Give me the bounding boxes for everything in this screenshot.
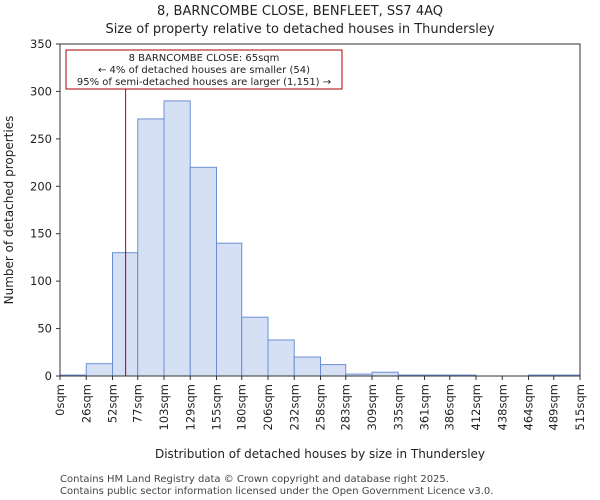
annotation-box: 8 BARNCOMBE CLOSE: 65sqm ← 4% of detache… [65, 49, 343, 90]
x-tick-label-232: 232sqm [287, 384, 301, 430]
y-tick-label-150: 150 [30, 227, 52, 241]
chart-title-line1: 8, BARNCOMBE CLOSE, BENFLEET, SS7 4AQ [157, 4, 443, 19]
bar-309sqm [371, 371, 399, 377]
x-tick-label-386: 386sqm [443, 384, 457, 430]
x-tick-label-155: 155sqm [210, 384, 224, 430]
x-tick-label-515: 515sqm [573, 384, 587, 430]
x-tick-labels: 0sqm 26sqm 52sqm 77sqm 103sqm 129sqm 155sqm 180… [53, 384, 587, 430]
bar-206sqm [267, 339, 295, 377]
y-tick-label-350: 350 [30, 37, 52, 51]
x-tick-label-489: 489sqm [547, 384, 561, 430]
y-tick-label-250: 250 [30, 132, 52, 146]
x-tick-label-52: 52sqm [106, 384, 120, 423]
bar-103sqm [163, 100, 191, 377]
chart-title-line2: Size of property relative to detached ho… [105, 22, 494, 37]
y-tick-label-0: 0 [45, 369, 52, 383]
y-tick-label-100: 100 [30, 274, 52, 288]
x-tick-label-258: 258sqm [314, 384, 328, 430]
x-tick-label-103: 103sqm [157, 384, 171, 430]
y-tick-label-300: 300 [30, 84, 52, 98]
x-tick-label-26: 26sqm [79, 384, 93, 423]
x-tick-label-361: 361sqm [418, 384, 432, 430]
y-tick-labels: 0 50 100 150 200 250 300 350 [30, 37, 52, 383]
bar-232sqm [293, 356, 321, 377]
x-tick-label-180: 180sqm [235, 384, 249, 430]
annotation-frame [65, 49, 343, 90]
x-tick-label-464: 464sqm [522, 384, 536, 430]
x-axis-label: Distribution of detached houses by size … [155, 447, 485, 461]
bars [59, 100, 581, 377]
bar-129sqm [189, 166, 217, 377]
footer-line1: Contains HM Land Registry data © Crown c… [60, 474, 449, 485]
bar-77sqm [137, 118, 165, 377]
x-tick-label-309: 309sqm [365, 384, 379, 430]
annotation-line1: 8 BARNCOMBE CLOSE: 65sqm [129, 53, 280, 64]
y-tick-label-200: 200 [30, 179, 52, 193]
y-tick-label-50: 50 [37, 322, 52, 336]
x-tick-label-412: 412sqm [469, 384, 483, 430]
x-tick-label-129: 129sqm [183, 384, 197, 430]
annotation-line2: ← 4% of detached houses are smaller (54) [98, 65, 310, 76]
x-tick-label-438: 438sqm [495, 384, 509, 430]
x-tick-label-335: 335sqm [391, 384, 405, 430]
x-tick-label-77: 77sqm [131, 384, 145, 423]
x-tick-label-0: 0sqm [53, 384, 67, 416]
y-tick-marks [56, 43, 60, 377]
x-tick-label-206: 206sqm [261, 384, 275, 430]
bar-180sqm [241, 316, 269, 377]
x-tick-marks [59, 376, 581, 380]
bar-26sqm [85, 363, 113, 377]
bar-52sqm [112, 252, 139, 377]
plot-frame [59, 43, 581, 377]
bar-258sqm [320, 364, 347, 377]
footer-line2: Contains public sector information licen… [60, 486, 493, 497]
x-tick-label-283: 283sqm [339, 384, 353, 430]
annotation-line3: 95% of semi-detached houses are larger (… [77, 77, 331, 88]
bar-155sqm [216, 242, 243, 377]
y-axis-label: Number of detached properties [2, 116, 16, 305]
